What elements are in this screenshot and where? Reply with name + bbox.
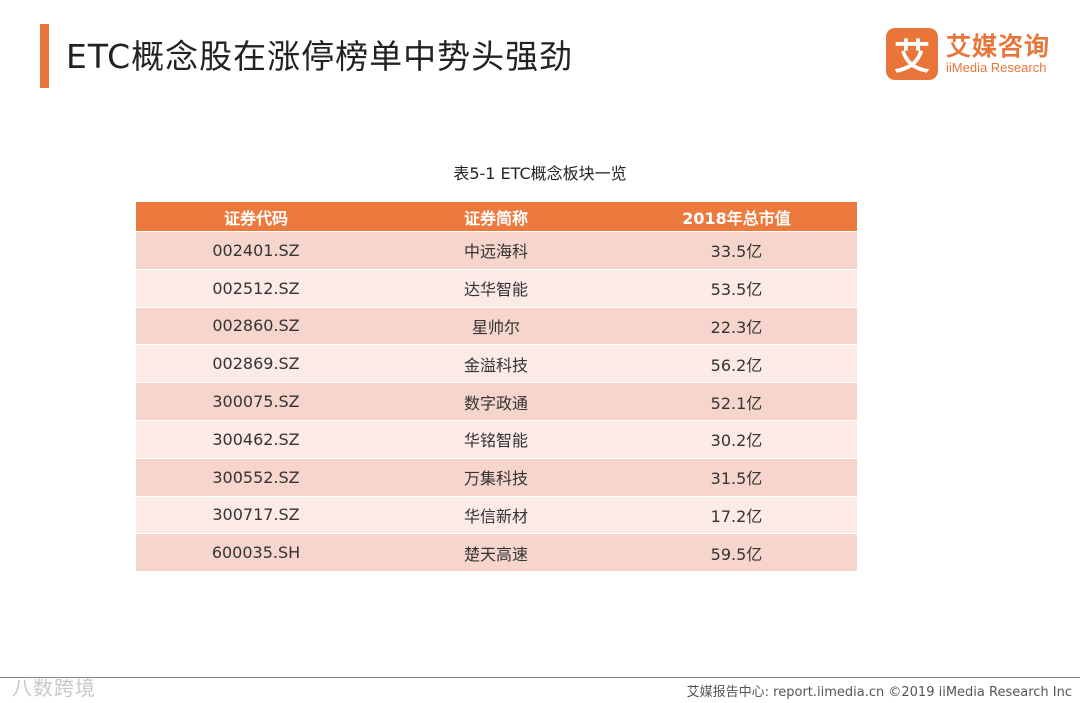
iimedia-logo: 艾 艾媒咨询 iiMedia Research <box>886 28 1050 80</box>
logo-chinese-name: 艾媒咨询 <box>946 32 1051 62</box>
stock-code-cell: 002512.SZ <box>212 278 300 298</box>
table-row: 002860.SZ 星帅尔 22.3亿 <box>136 306 857 345</box>
market-cap-cell: 33.5亿 <box>710 242 763 262</box>
etc-concept-table: 证券代码 证券简称 2018年总市值 002401.SZ 中远海科 33.5亿 … <box>136 202 857 572</box>
stock-name-cell: 华铭智能 <box>463 431 528 451</box>
market-cap-cell: 59.5亿 <box>710 544 763 564</box>
footer-source: 艾媒报告中心: report.iimedia.cn ©2019 iiMedia … <box>686 685 1072 700</box>
stock-name-cell: 楚天高速 <box>463 544 528 564</box>
table-row: 002512.SZ 达华智能 53.5亿 <box>136 268 857 307</box>
market-cap-cell: 17.2亿 <box>710 506 763 526</box>
table-header-row: 证券代码 证券简称 2018年总市值 <box>136 202 857 231</box>
stock-code-cell: 600035.SH <box>211 543 301 563</box>
stock-name-cell: 数字政通 <box>463 393 528 413</box>
table-caption: 表5-1 ETC概念板块一览 <box>453 164 627 183</box>
column-header-code: 证券代码 <box>223 208 288 228</box>
market-cap-cell: 56.2亿 <box>710 355 763 375</box>
page-title: ETC概念股在涨停榜单中势头强劲 <box>66 37 574 76</box>
table-row: 300462.SZ 华铭智能 30.2亿 <box>136 419 857 458</box>
stock-name-cell: 金溢科技 <box>463 355 528 375</box>
stock-code-cell: 300552.SZ <box>212 467 300 487</box>
market-cap-cell: 52.1亿 <box>710 393 763 413</box>
footer-divider <box>0 677 1080 678</box>
stock-name-cell: 星帅尔 <box>471 317 520 337</box>
market-cap-cell: 22.3亿 <box>710 317 763 337</box>
market-cap-cell: 31.5亿 <box>710 469 763 489</box>
stock-name-cell: 中远海科 <box>463 242 528 262</box>
stock-code-cell: 300462.SZ <box>212 429 300 449</box>
logo-english-name: iiMedia Research <box>946 59 1047 75</box>
logo-mark-icon: 艾 <box>886 28 938 80</box>
stock-code-cell: 300717.SZ <box>212 505 300 525</box>
market-cap-cell: 53.5亿 <box>710 280 763 300</box>
stock-name-cell: 华信新材 <box>463 506 528 526</box>
column-header-market-cap: 2018年总市值 <box>682 208 791 228</box>
stock-name-cell: 万集科技 <box>463 469 528 489</box>
table-row: 300552.SZ 万集科技 31.5亿 <box>136 457 857 496</box>
column-header-name: 证券简称 <box>463 208 528 228</box>
table-row: 002869.SZ 金溢科技 56.2亿 <box>136 344 857 383</box>
logo-text: 艾媒咨询 iiMedia Research <box>946 33 1050 75</box>
stock-code-cell: 002869.SZ <box>212 354 300 374</box>
watermark: 八数跨境 <box>12 676 96 700</box>
table-row: 600035.SH 楚天高速 59.5亿 <box>136 533 857 572</box>
table-row: 300717.SZ 华信新材 17.2亿 <box>136 495 857 534</box>
stock-code-cell: 300075.SZ <box>212 392 300 412</box>
table-row: 002401.SZ 中远海科 33.5亿 <box>136 231 857 269</box>
table-row: 300075.SZ 数字政通 52.1亿 <box>136 382 857 420</box>
market-cap-cell: 30.2亿 <box>710 431 763 451</box>
title-accent-bar <box>40 24 49 88</box>
stock-name-cell: 达华智能 <box>463 280 528 300</box>
stock-code-cell: 002401.SZ <box>212 240 300 260</box>
stock-code-cell: 002860.SZ <box>212 316 300 336</box>
